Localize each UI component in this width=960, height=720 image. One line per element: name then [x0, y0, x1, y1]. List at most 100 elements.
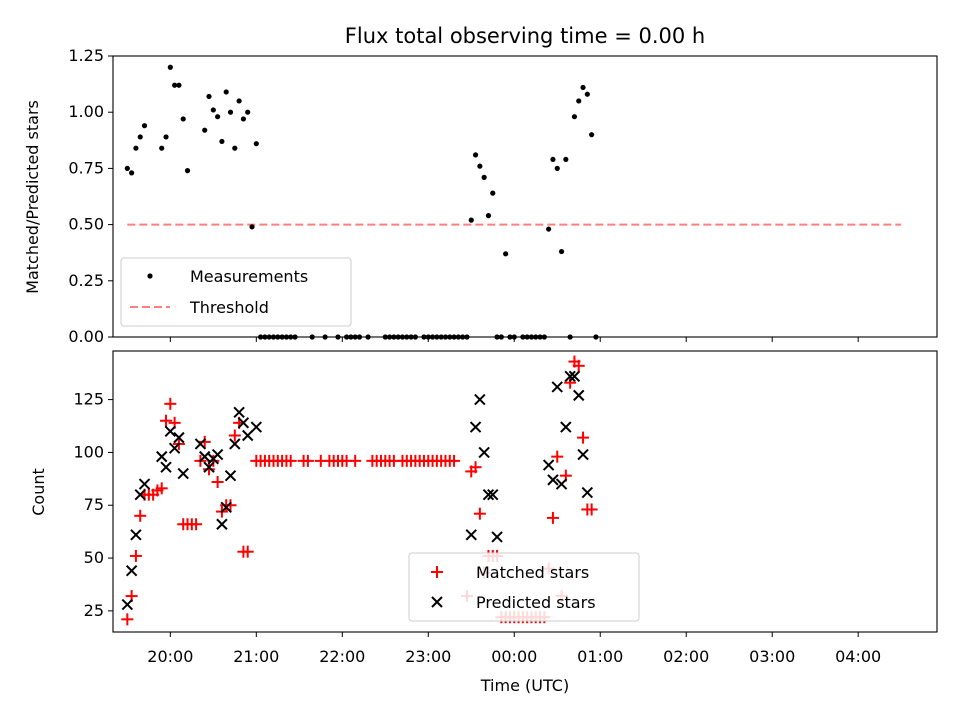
matched-star-point	[448, 454, 461, 467]
bottom-axes-frame	[112, 350, 938, 633]
measurement-point	[550, 156, 556, 163]
measurement-point	[554, 165, 560, 171]
measurement-point	[133, 145, 139, 151]
matched-star-point	[160, 414, 173, 427]
predicted-star-point	[160, 461, 172, 473]
bottom-y-tick-label: 100	[73, 442, 104, 461]
bottom-x-tick-label: 00:00	[491, 647, 537, 666]
predicted-star-point	[211, 448, 224, 461]
measurement-point	[571, 114, 578, 120]
predicted-star-point	[542, 459, 555, 471]
measurement-point	[137, 134, 143, 140]
measurement-point	[227, 109, 234, 115]
top-legend-box	[120, 257, 352, 327]
measurement-point	[172, 82, 178, 88]
measurement-point	[558, 248, 565, 255]
top-axes-frame	[112, 55, 938, 338]
measurement-point	[129, 170, 135, 176]
measurement-point	[219, 138, 225, 145]
matched-legend-marker	[431, 566, 443, 578]
matched-star-point	[121, 613, 134, 626]
measurement-point	[481, 174, 487, 180]
predicted-star-point	[547, 474, 559, 486]
matched-star-point	[572, 359, 585, 372]
matched-star-point	[551, 450, 564, 463]
measurement-point	[477, 163, 483, 169]
measurement-point	[240, 116, 247, 122]
predicted-star-point	[233, 406, 245, 418]
bottom-y-tick-label: 25	[84, 601, 104, 620]
matched-star-point	[155, 482, 168, 495]
predicted-star-point	[168, 442, 181, 454]
top-y-tick-label: 0.25	[68, 271, 104, 290]
measurement-point	[468, 217, 474, 223]
predicted-star-point	[581, 486, 594, 499]
bottom-y-tick-label: 50	[84, 548, 104, 567]
bottom-x-tick-label: 04:00	[835, 647, 881, 666]
measurement-point	[163, 134, 169, 140]
predicted-star-point	[156, 450, 168, 463]
predicted-star-point	[555, 478, 568, 490]
predicted-star-point	[482, 488, 495, 501]
bottom-plot-area	[121, 355, 598, 626]
measurement-point	[503, 251, 509, 257]
matched-star-point	[564, 376, 577, 389]
predicted-star-point	[199, 450, 211, 463]
measurements-legend-label: Measurements	[190, 267, 308, 286]
top-y-tick-label: 1.25	[68, 46, 104, 65]
predicted-star-point	[474, 393, 486, 406]
bottom-y-axis-label: Count	[29, 468, 48, 516]
measurement-point	[253, 141, 259, 147]
bottom-y-tick-label: 75	[84, 495, 104, 514]
predicted-star-point	[573, 389, 585, 402]
bottom-panel: 25 50 75 100 125 20:00 21:00 22:00 23:00 00:00 01…	[29, 350, 938, 695]
top-panel: Flux total observing time = 0.00 h 0.00 0…	[23, 24, 938, 346]
top-y-tick-label: 1.00	[68, 102, 104, 121]
measurement-point	[141, 123, 148, 129]
matched-star-point	[241, 545, 254, 558]
top-y-tick-label: 0.50	[68, 215, 104, 234]
measurement-point	[236, 98, 242, 104]
measurement-point	[124, 165, 130, 171]
measurement-point	[546, 226, 552, 232]
matched-star-point	[164, 397, 177, 410]
bottom-x-tick-label: 02:00	[663, 647, 709, 666]
measurement-point	[490, 190, 496, 196]
measurement-point	[184, 168, 191, 174]
predicted-star-point	[469, 421, 482, 433]
matched-star-point	[301, 454, 314, 467]
bottom-y-ticks: 25 50 75 100 125	[73, 390, 113, 620]
predicted-star-point	[164, 425, 177, 437]
bottom-x-tick-label: 01:00	[577, 647, 623, 666]
matched-star-point	[224, 499, 237, 512]
predicted-star-point	[564, 370, 576, 383]
measurement-point	[485, 213, 492, 219]
predicted-star-point	[237, 417, 250, 429]
measurement-point	[167, 64, 173, 70]
predicted-star-point	[241, 429, 254, 442]
predicted-star-point	[203, 461, 215, 473]
measurement-point	[249, 224, 255, 230]
predicted-star-point	[216, 518, 228, 530]
predicted-star-point	[551, 381, 563, 393]
top-legend: Measurements Threshold	[120, 257, 352, 327]
top-y-tick-label: 0.00	[68, 327, 104, 346]
top-chart-title: Flux total observing time = 0.00 h	[345, 24, 705, 48]
predicted-star-point	[224, 469, 237, 482]
predicted-star-point	[568, 370, 581, 383]
predicted-star-point	[173, 431, 185, 444]
measurement-point	[576, 98, 582, 104]
bottom-legend: Matched stars Predicted stars	[408, 552, 640, 622]
measurement-point	[584, 91, 590, 97]
predicted-star-point	[125, 565, 138, 577]
matched-star-point	[198, 435, 211, 448]
measurement-point	[563, 156, 569, 163]
matched-star-point	[134, 509, 147, 522]
top-y-axis-label: Matched/Predicted stars	[23, 100, 42, 294]
predicted-star-point	[121, 598, 134, 611]
bottom-x-axis-label: Time (UTC)	[480, 676, 569, 695]
measurement-point	[215, 114, 221, 120]
matched-star-point	[585, 503, 598, 516]
predicted-star-point	[138, 478, 151, 490]
